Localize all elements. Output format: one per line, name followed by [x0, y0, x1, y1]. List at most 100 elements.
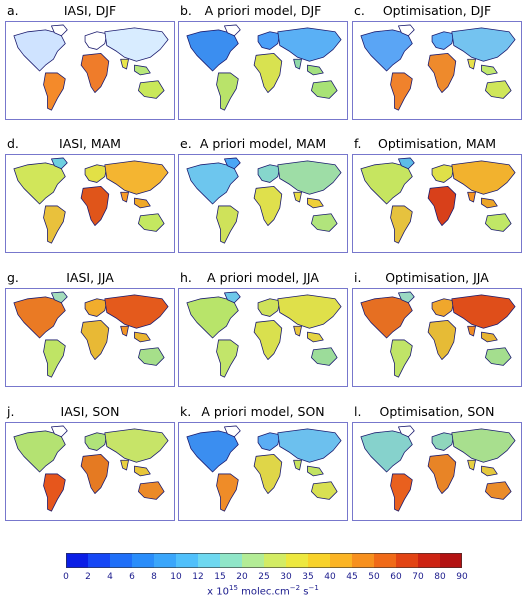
colorbar-tick-label: 0 — [63, 572, 69, 582]
continent-seasia — [481, 197, 498, 209]
continent-australia — [311, 347, 338, 366]
map-panel-apriori-son: k. A priori model, SON — [178, 404, 348, 521]
figure-grid: a. IASI, DJF b. A priori model, DJF c. Optimi… — [5, 3, 522, 521]
continent-europe — [84, 31, 108, 50]
map-svg — [360, 157, 516, 244]
colorbar-segment — [176, 553, 199, 568]
continent-asia — [451, 27, 516, 62]
panel-title-text: Optimisation, JJA — [385, 270, 489, 285]
panel-title-text: A priori model, JJA — [207, 270, 319, 285]
continent-europe — [257, 432, 281, 451]
continent-india — [293, 58, 302, 70]
continent-seasia — [481, 331, 498, 343]
map-panel-apriori-mam: e. A priori model, MAM — [178, 136, 348, 253]
continent-seasia — [134, 331, 151, 343]
continent-africa — [427, 453, 457, 494]
map-svg — [360, 425, 516, 512]
continent-seasia — [481, 64, 498, 76]
world-map — [178, 21, 348, 120]
continent-namerica — [13, 430, 66, 473]
colorbar-tick-label: 4 — [107, 572, 113, 582]
continent-greenland — [224, 291, 241, 304]
panel-label: c. — [354, 3, 365, 18]
continent-asia — [277, 160, 342, 195]
colorbar-segment — [66, 553, 89, 568]
continent-europe — [431, 432, 455, 451]
world-map — [352, 288, 522, 387]
colorbar-segment — [88, 553, 111, 568]
continent-seasia — [134, 465, 151, 477]
continent-africa — [253, 185, 283, 226]
continent-namerica — [360, 430, 413, 473]
continent-europe — [431, 31, 455, 50]
colorbar-segment — [154, 553, 177, 568]
continent-namerica — [186, 162, 239, 205]
panel-title-text: IASI, JJA — [66, 270, 114, 285]
world-map — [352, 154, 522, 253]
map-panel-iasi-djf: a. IASI, DJF — [5, 3, 175, 120]
continent-namerica — [13, 29, 66, 72]
continent-namerica — [186, 430, 239, 473]
continent-europe — [84, 432, 108, 451]
continent-asia — [277, 27, 342, 62]
continent-greenland — [398, 291, 415, 304]
panel-title: b. A priori model, DJF — [178, 3, 348, 19]
continent-india — [467, 325, 476, 337]
panel-title-text: IASI, DJF — [63, 3, 117, 18]
map-svg — [360, 24, 516, 111]
continent-africa — [80, 319, 110, 360]
continent-greenland — [224, 157, 241, 170]
continent-namerica — [13, 296, 66, 339]
colorbar-tick-label: 25 — [258, 572, 270, 582]
continent-africa — [253, 319, 283, 360]
continent-namerica — [360, 296, 413, 339]
continent-africa — [253, 453, 283, 494]
panel-label: g. — [7, 270, 19, 285]
colorbar-tick-label: 35 — [302, 572, 314, 582]
continent-namerica — [360, 162, 413, 205]
continent-australia — [311, 213, 338, 232]
continent-australia — [138, 213, 165, 232]
panel-title: e. A priori model, MAM — [178, 136, 348, 152]
map-panel-apriori-djf: b. A priori model, DJF — [178, 3, 348, 120]
colorbar-tick-label: 8 — [151, 572, 157, 582]
panel-label: h. — [180, 270, 192, 285]
continent-india — [120, 191, 129, 203]
colorbar-tick-label: 2 — [85, 572, 91, 582]
colorbar-tick-label: 15 — [214, 572, 226, 582]
map-svg — [186, 24, 342, 111]
continent-asia — [104, 294, 169, 329]
world-map — [178, 288, 348, 387]
continent-africa — [427, 319, 457, 360]
colorbar-tick-label: 10 — [170, 572, 182, 582]
continent-samerica — [216, 473, 239, 512]
panel-title: j. IASI, SON — [5, 404, 175, 420]
continent-india — [467, 191, 476, 203]
continent-australia — [485, 347, 512, 366]
continent-asia — [277, 294, 342, 329]
panel-title-text: IASI, MAM — [59, 136, 121, 151]
continent-australia — [485, 80, 512, 99]
continent-australia — [485, 213, 512, 232]
map-svg — [360, 291, 516, 378]
continent-asia — [451, 294, 516, 329]
panel-title-text: A priori model, DJF — [204, 3, 322, 18]
continent-greenland — [51, 425, 68, 438]
continent-greenland — [51, 24, 68, 37]
panel-title-text: Optimisation, MAM — [378, 136, 496, 151]
continent-seasia — [481, 465, 498, 477]
colorbar-tick-label: 90 — [456, 572, 468, 582]
map-panel-apriori-jja: h. A priori model, JJA — [178, 270, 348, 387]
continent-greenland — [224, 425, 241, 438]
map-svg — [13, 425, 169, 512]
world-map — [5, 154, 175, 253]
continent-seasia — [134, 64, 151, 76]
continent-samerica — [43, 473, 66, 512]
continent-samerica — [216, 72, 239, 111]
colorbar-segment — [440, 553, 462, 568]
colorbar-segment — [220, 553, 243, 568]
continent-samerica — [43, 339, 66, 378]
continent-india — [120, 325, 129, 337]
continent-seasia — [307, 64, 324, 76]
world-map — [352, 21, 522, 120]
